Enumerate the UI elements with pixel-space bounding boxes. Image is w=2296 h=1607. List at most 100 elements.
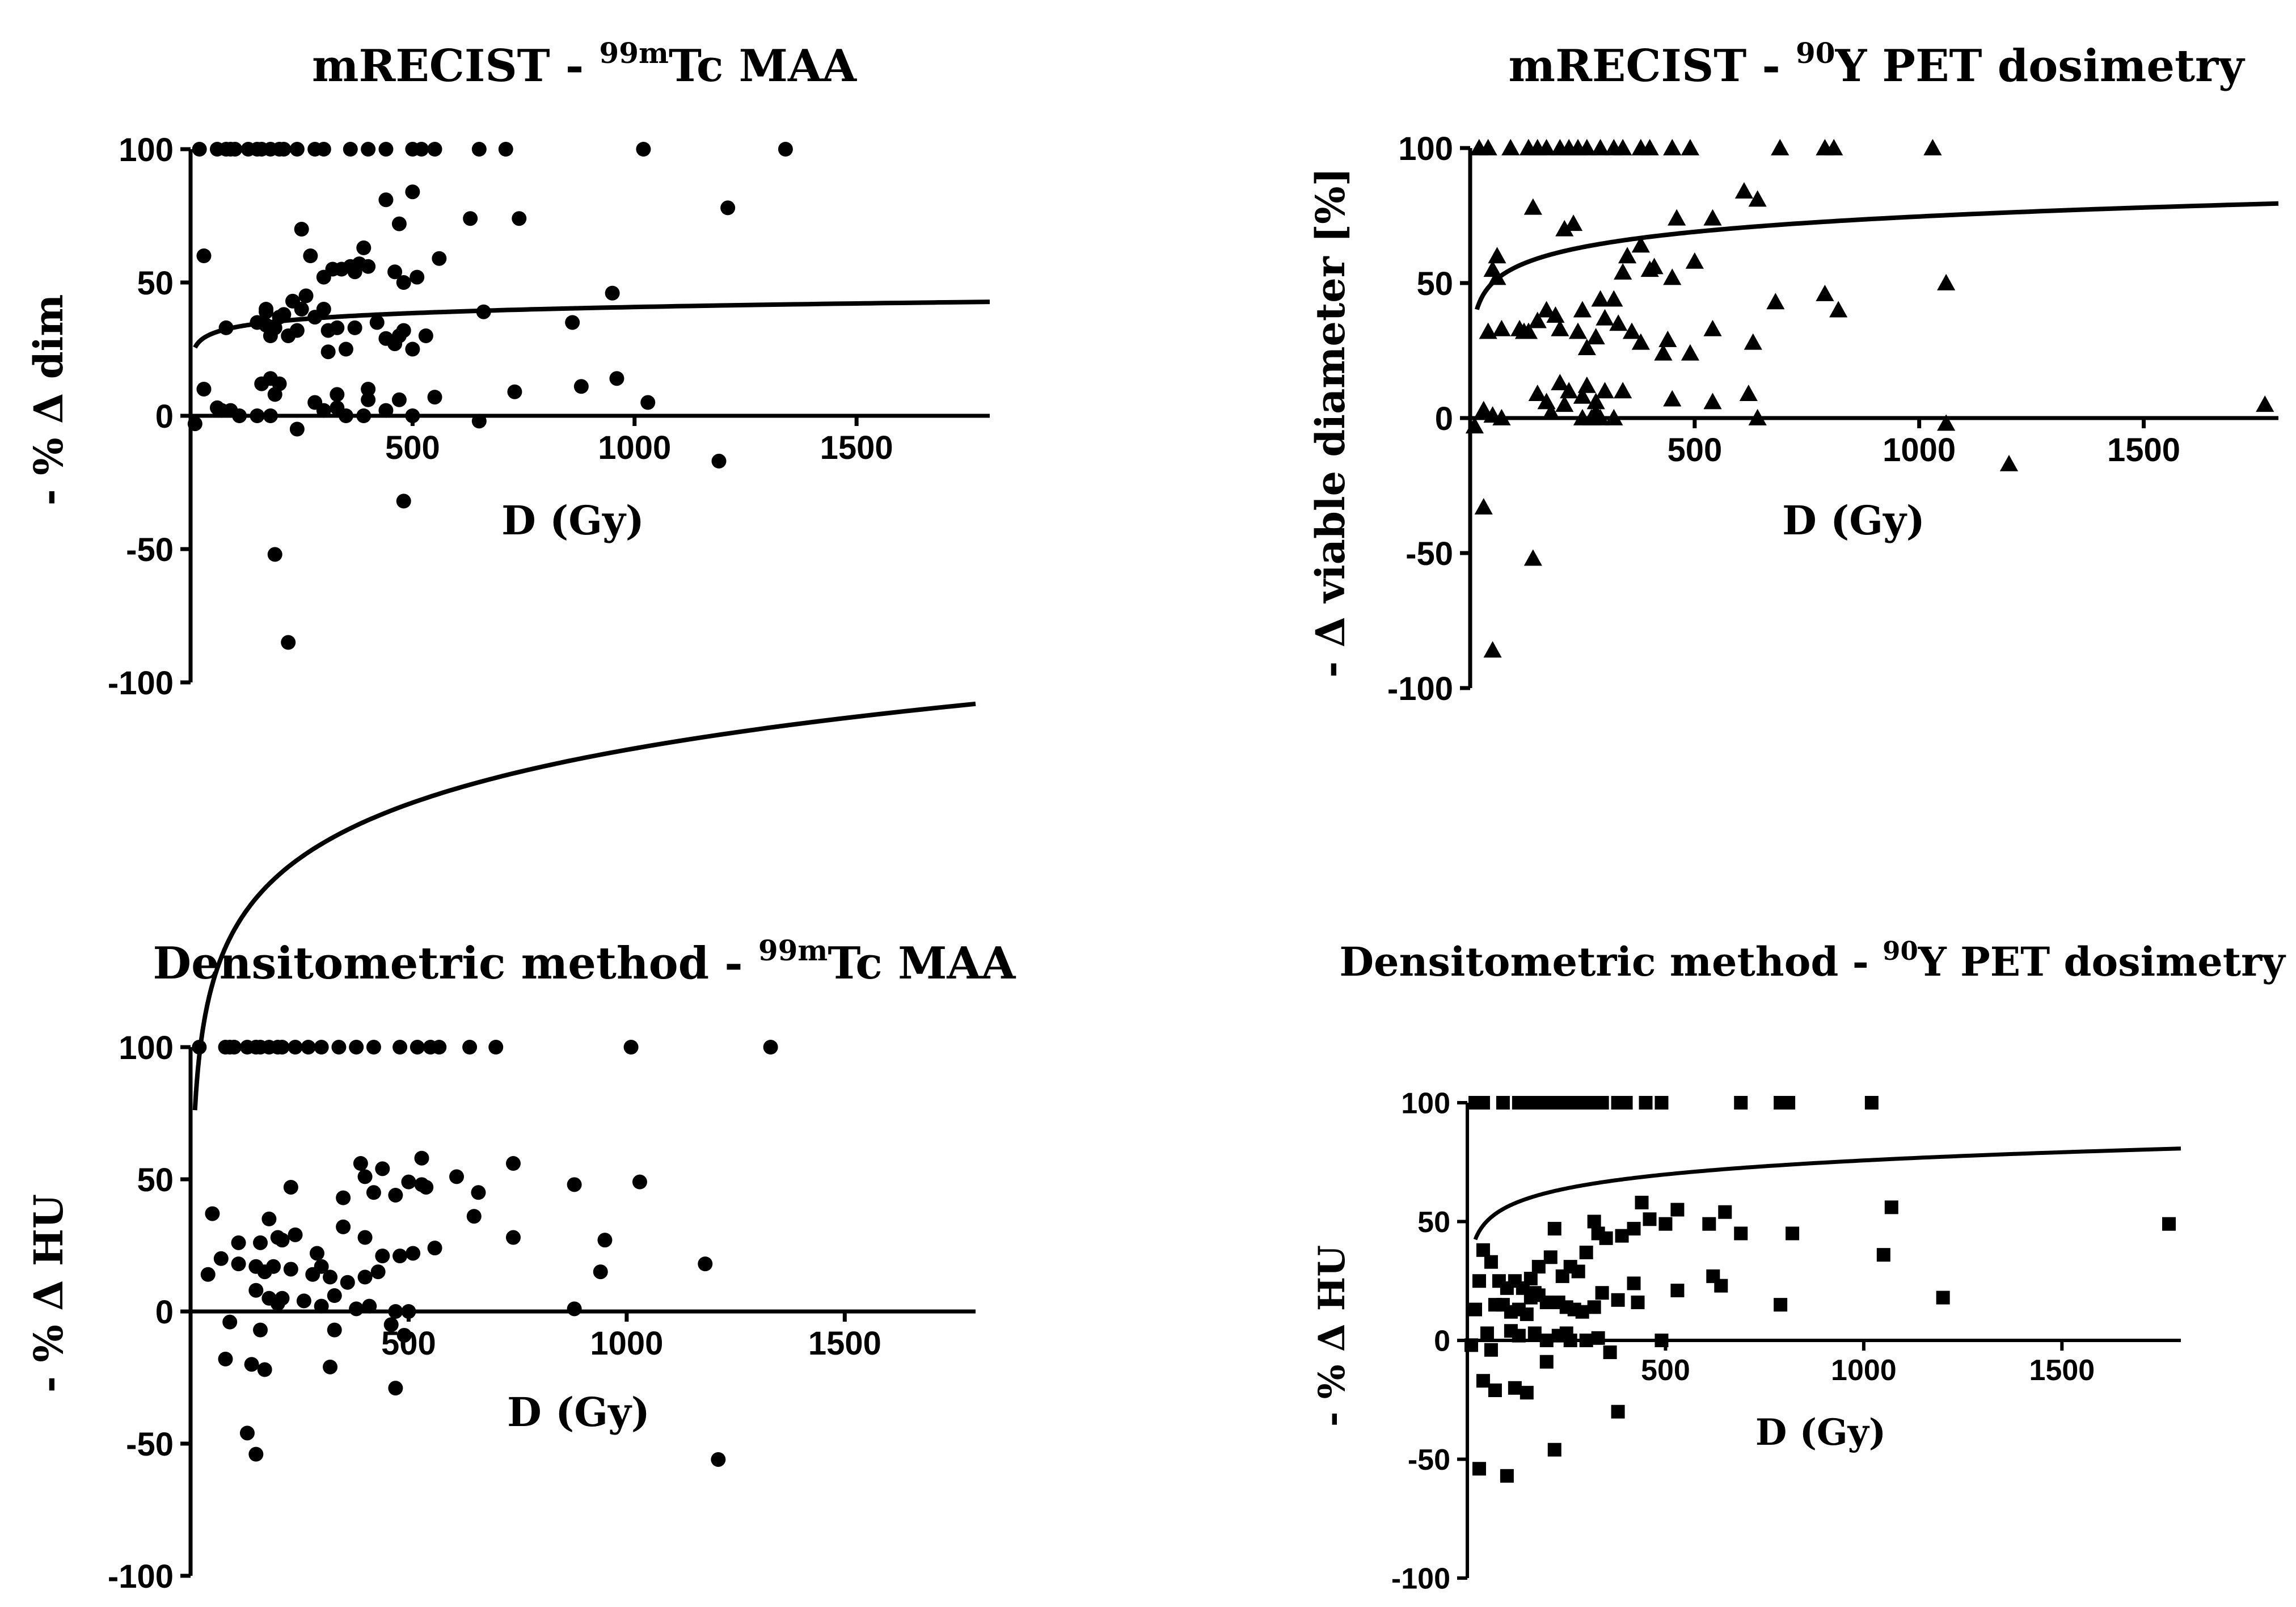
data-point [331,1040,347,1055]
data-point [396,494,411,509]
data-point [1670,1203,1685,1217]
data-point [405,408,420,423]
data-point [1501,138,1520,155]
fit-curve [193,300,990,349]
data-point [396,1327,412,1343]
data-point [283,1262,298,1277]
data-point [1774,1298,1788,1312]
data-point [505,1230,521,1245]
data-point [1766,293,1785,310]
data-point [232,408,247,423]
data-point [1591,1226,1605,1241]
data-point [250,408,265,423]
x-tick-label: 1000 [1883,432,1956,469]
data-point [283,1179,298,1195]
data-point [362,1298,377,1314]
data-point [388,1187,403,1203]
data-point [288,1227,303,1242]
data-point [1480,1326,1494,1340]
data-point [396,323,411,338]
data-point [263,408,278,423]
data-point [597,1233,613,1248]
panel-densitometric-tc-maa: Densitometric method - 99mTc MAA 100 50 0 -… [25,701,1016,1595]
data-point [1531,1260,1546,1274]
data-point [427,390,442,405]
data-point [1579,1334,1593,1347]
data-point [636,142,651,157]
x-tick-label: 500 [385,429,440,466]
data-point [1619,1096,1633,1110]
data-point [396,275,411,290]
data-point [1611,1404,1625,1419]
data-point [294,222,309,237]
data-point [763,1040,778,1055]
data-point [323,1269,338,1285]
data-point [378,403,394,418]
data-point [349,1301,364,1317]
data-point [1618,247,1637,264]
data-point [466,1209,482,1224]
y-axis-label: - % Δ dim [25,294,72,506]
data-point [406,1246,421,1261]
data-point [1539,1334,1554,1347]
data-point [266,1259,281,1274]
data-point [1614,382,1632,399]
data-point [1640,138,1659,155]
data-point [288,1040,303,1055]
data-point [1937,273,1956,290]
data-point [314,1040,329,1055]
data-point [711,453,727,469]
data-point [567,1177,582,1192]
data-point [254,376,269,391]
data-point [609,371,624,386]
data-point [361,392,376,407]
data-point [213,1251,229,1266]
data-point [227,142,243,157]
data-point [1488,268,1506,285]
y-tick-label: 100 [119,132,174,168]
data-point [239,1425,255,1441]
data-point [1492,1274,1506,1288]
data-point [366,1040,381,1055]
data-point [1508,1381,1522,1395]
data-point [1479,322,1497,339]
data-point [405,341,420,357]
data-point [316,302,331,317]
data-point [1586,393,1605,410]
data-point [267,387,282,402]
data-point [1816,284,1834,301]
data-point [565,315,580,330]
data-point [275,1290,290,1306]
data-point [303,248,318,263]
data-point [1484,1255,1498,1269]
x-tick-label: 1000 [1831,1354,1897,1387]
data-point [1668,209,1686,226]
data-point [1528,311,1547,328]
data-point [1654,344,1673,361]
data-point [2162,1217,2176,1231]
data-point [410,269,425,285]
data-point [334,261,349,277]
data-point [778,142,793,157]
data-point [1655,1096,1669,1110]
data-point [1631,333,1650,350]
data-point [1523,198,1542,215]
data-point [205,1206,220,1221]
data-point [1663,138,1682,155]
data-point [1825,138,1843,155]
data-point [253,1322,268,1338]
data-point [1573,387,1592,404]
data-point [1670,1284,1685,1298]
x-tick-label: 1000 [598,429,671,466]
data-point [276,307,292,322]
data-point [1658,1217,1673,1231]
data-point [361,142,376,157]
y-axis-label: - Δ viable diameter [%] [1307,167,1354,678]
data-point [1603,1345,1617,1359]
data-point [1587,1300,1601,1314]
data-point [1734,182,1754,199]
x-tick-label: 500 [1667,432,1722,469]
data-point [347,320,362,335]
data-point [418,328,433,343]
